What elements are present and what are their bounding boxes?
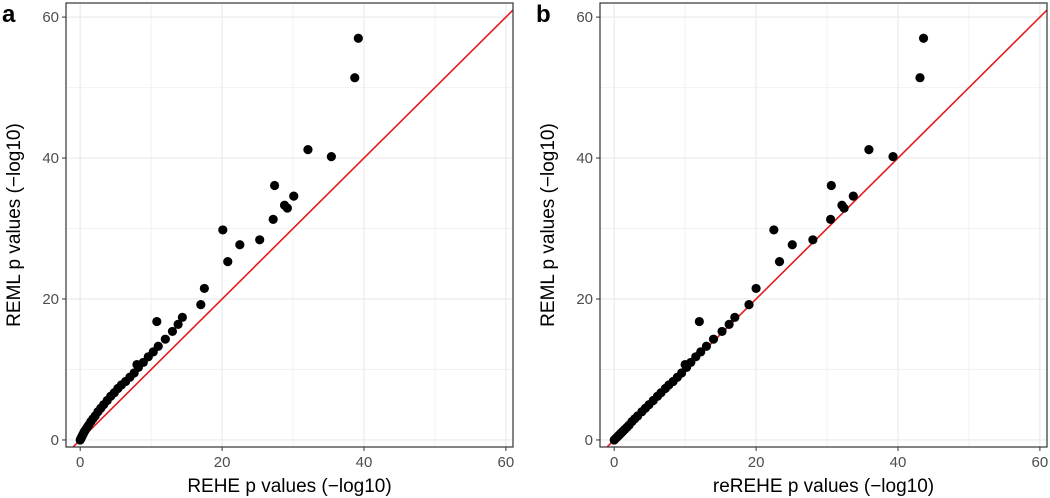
data-point <box>730 312 740 322</box>
data-point <box>160 334 170 344</box>
data-point <box>787 240 797 250</box>
data-point <box>864 144 874 155</box>
data-point <box>282 203 292 213</box>
data-point <box>826 180 836 191</box>
data-point <box>350 73 360 83</box>
x-tick-label: 0 <box>76 454 84 471</box>
x-tick-label: 40 <box>356 454 373 471</box>
data-point <box>694 316 704 327</box>
data-point <box>918 33 929 43</box>
panel-a: 0 20 40 60 0 20 40 60 REHE p values (−log10) REML… <box>2 1 514 497</box>
data-point <box>167 326 178 337</box>
x-axis-title: reREHE p values (−log10) <box>713 476 934 497</box>
y-tick-label: 60 <box>42 9 59 26</box>
data-point <box>888 152 898 162</box>
y-tick-label: 40 <box>42 150 59 167</box>
data-point <box>915 73 925 83</box>
data-point <box>153 341 163 351</box>
data-point <box>774 257 785 267</box>
y-tick-label: 40 <box>576 150 593 167</box>
data-point <box>848 191 858 201</box>
data-point <box>744 300 754 310</box>
data-point <box>708 334 719 344</box>
data-point <box>808 235 818 245</box>
y-tick-label: 0 <box>51 432 59 449</box>
data-point <box>152 316 162 327</box>
x-tick-label: 60 <box>498 454 515 471</box>
data-point <box>223 257 233 267</box>
x-tick-label: 60 <box>1032 454 1049 471</box>
x-tick-label: 20 <box>748 454 765 471</box>
data-point <box>303 144 313 155</box>
data-point <box>751 283 761 294</box>
data-point <box>268 214 278 224</box>
data-point <box>173 319 183 329</box>
data-point <box>839 203 849 213</box>
y-tick-label: 0 <box>585 432 593 449</box>
y-axis-title: REML p values (−log10) <box>538 123 559 327</box>
data-point <box>680 359 690 370</box>
data-point <box>353 33 363 43</box>
data-point <box>218 225 228 235</box>
plot-background <box>600 3 1047 447</box>
x-tick-label: 40 <box>890 454 907 471</box>
data-point <box>701 341 712 351</box>
data-point <box>235 240 245 250</box>
data-point <box>769 225 779 235</box>
x-tick-label: 20 <box>214 454 231 471</box>
data-point <box>132 359 142 370</box>
data-point <box>289 191 299 201</box>
panel-border <box>65 2 514 448</box>
data-point <box>199 283 209 294</box>
data-point <box>825 214 836 224</box>
y-tick-label: 20 <box>42 291 59 308</box>
identity-line <box>71 9 513 447</box>
data-point <box>326 152 336 162</box>
x-tick-label: 0 <box>610 454 618 471</box>
data-point <box>270 180 280 191</box>
panel-b: 0 20 40 60 0 20 40 60 reREHE p values (−log10) RE… <box>536 1 1048 497</box>
panel-label: a <box>2 1 16 28</box>
data-point <box>255 235 265 245</box>
plot-background <box>66 3 513 447</box>
x-axis-title: REHE p values (−log10) <box>187 476 391 497</box>
data-point <box>717 326 727 337</box>
y-axis-title: REML p values (−log10) <box>4 123 25 327</box>
panel-border <box>599 2 1048 448</box>
data-point <box>177 312 187 322</box>
data-point <box>724 319 734 329</box>
panel-label: b <box>536 1 551 28</box>
y-tick-label: 20 <box>576 291 593 308</box>
y-tick-label: 60 <box>576 9 593 26</box>
data-point <box>196 300 206 310</box>
data-point <box>696 347 706 357</box>
